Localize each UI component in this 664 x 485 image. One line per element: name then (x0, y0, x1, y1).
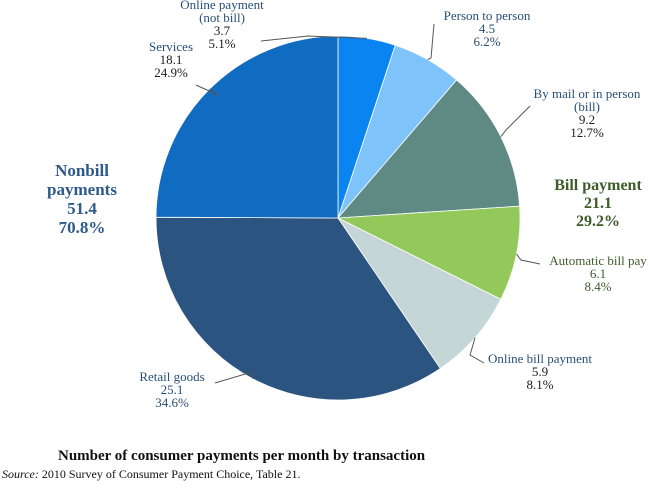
label-automatic-bill-pay: Automatic bill pay 6.1 8.4% (549, 253, 647, 294)
slice-name: Automatic bill pay (549, 253, 647, 268)
leader-online-payment-not-bill (260, 35, 368, 42)
slice-name: (not bill) (199, 10, 245, 25)
leader-online-bill-payment (469, 337, 485, 364)
slice-name: Person to person (444, 8, 531, 23)
slice-name: Online payment (180, 0, 264, 12)
slice-retail-goods (155, 216, 441, 401)
slice-value: 25.1 (161, 382, 184, 397)
leader-person-to-person (427, 23, 435, 61)
slice-name: By mail or in person (534, 86, 641, 101)
label-by-mail-or-in-person-bill: By mail or in person (bill) 9.2 12.7% (534, 86, 641, 140)
slice-services (155, 35, 339, 219)
group-name: Nonbill (55, 161, 109, 180)
label-online-bill-payment: Online bill payment 5.9 8.1% (488, 351, 592, 392)
group-value: 21.1 (584, 195, 612, 212)
slice-name: Services (149, 39, 193, 54)
slice-value: 9.2 (579, 112, 595, 127)
leader-services (195, 84, 219, 96)
slice-name: Online bill payment (488, 351, 592, 366)
chart-title: Number of consumer payments per month by… (58, 448, 426, 464)
group-name: payments (47, 180, 117, 199)
label-online-payment-not-bill: Online payment (not bill) 3.7 5.1% (180, 0, 264, 51)
group-labels: Nonbill payments 51.4 70.8% Bill payment 21.1… (47, 161, 642, 237)
group-value: 51.4 (67, 199, 97, 218)
slice-percent: 5.1% (208, 36, 235, 51)
slice-percent: 8.1% (526, 377, 553, 392)
pie-slices (155, 35, 521, 401)
slice-name: (bill) (574, 99, 600, 114)
slice-percent: 12.7% (570, 125, 604, 140)
group-bill-payment: Bill payment 21.1 29.2% (554, 177, 642, 230)
source-label: Source: (2, 467, 39, 481)
slice-percent: 34.6% (155, 395, 189, 410)
slice-value: 4.5 (479, 21, 495, 36)
slice-automatic-bill-pay (336, 205, 521, 300)
label-services: Services 18.1 24.9% (149, 39, 193, 80)
slice-by-mail-or-in-person-bill (337, 79, 521, 219)
leader-automatic-bill-pay (516, 253, 541, 265)
leader-by-mail-or-in-person-bill (500, 105, 531, 138)
slice-value: 18.1 (160, 52, 183, 67)
slice-name: Retail goods (139, 369, 204, 384)
leader-lines (195, 23, 541, 384)
slice-percent: 8.4% (584, 279, 611, 294)
group-name: Bill payment (554, 177, 642, 194)
slice-value: 5.9 (532, 364, 548, 379)
slice-value: 3.7 (214, 23, 231, 38)
label-person-to-person: Person to person 4.5 6.2% (444, 8, 531, 49)
slice-value: 6.1 (590, 266, 606, 281)
slice-online-bill-payment (336, 216, 502, 370)
label-retail-goods: Retail goods 25.1 34.6% (139, 369, 204, 410)
source-text: 2010 Survey of Consumer Payment Choice, … (38, 467, 301, 481)
group-nonbill-payments: Nonbill payments 51.4 70.8% (47, 161, 117, 237)
group-percent: 70.8% (59, 218, 106, 237)
leader-retail-goods (214, 371, 254, 384)
slice-percent: 24.9% (154, 65, 188, 80)
slice-percent: 6.2% (473, 34, 500, 49)
group-percent: 29.2% (576, 213, 620, 230)
slice-labels: Online payment (not bill) 3.7 5.1% Person to… (139, 0, 647, 410)
chart-source: Source: 2010 Survey of Consumer Payment … (2, 467, 642, 482)
